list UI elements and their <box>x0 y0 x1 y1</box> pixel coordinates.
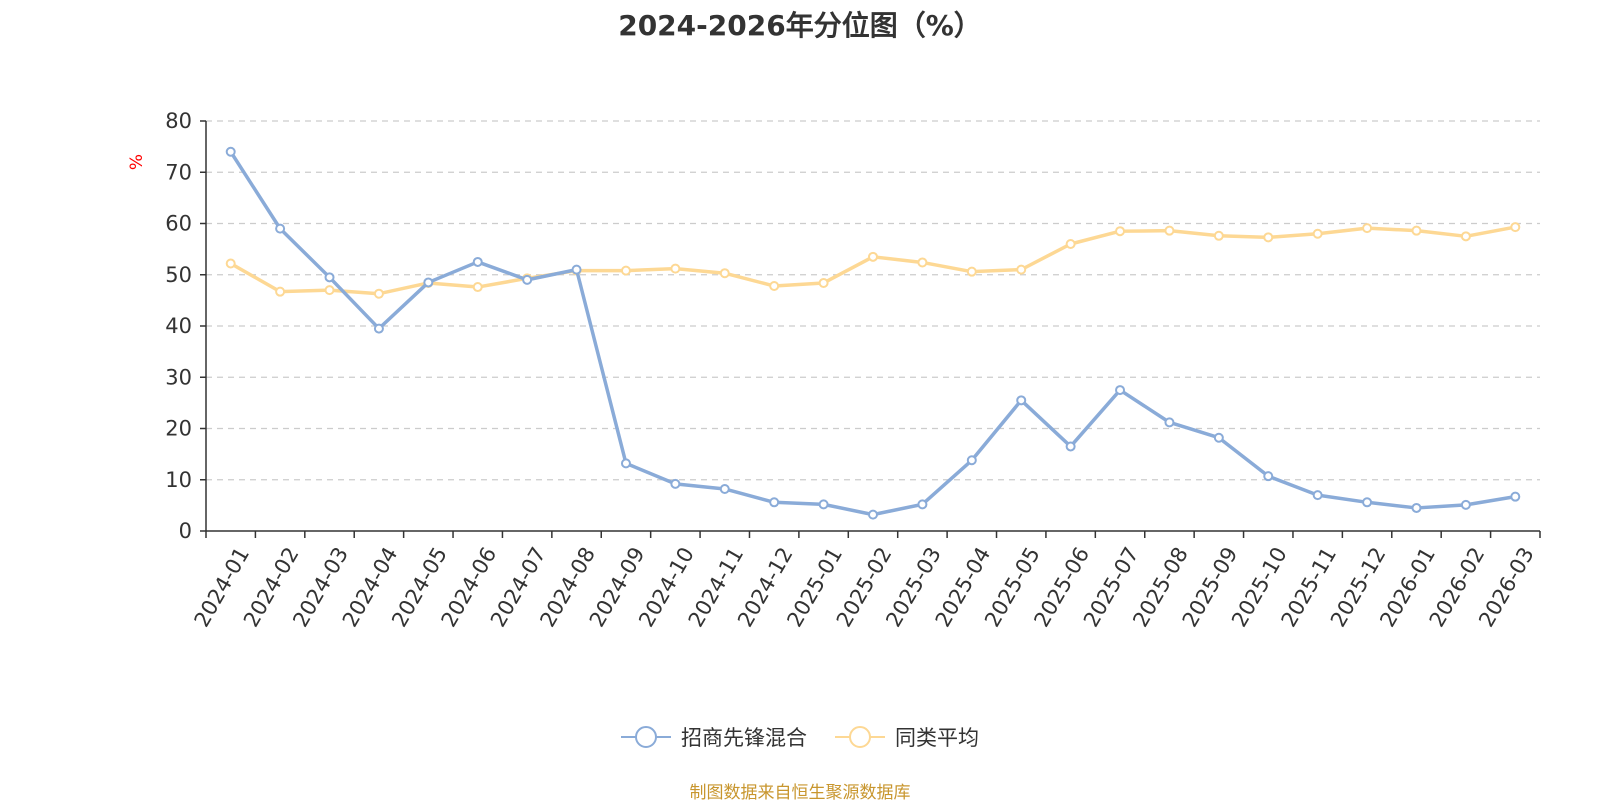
data-point-series-1[interactable] <box>324 272 335 283</box>
data-point-series-1[interactable] <box>620 458 631 469</box>
series-line-1 <box>229 150 1516 517</box>
data-point-series-2[interactable] <box>1460 231 1471 242</box>
source-note: 制图数据来自恒生聚源数据库 <box>689 783 911 803</box>
data-point-series-2[interactable] <box>719 268 730 279</box>
data-point-series-2[interactable] <box>769 281 780 292</box>
data-point-series-2[interactable] <box>1411 225 1422 236</box>
data-point-series-2[interactable] <box>1362 223 1373 234</box>
data-point-series-2[interactable] <box>373 288 384 299</box>
data-point-series-2[interactable] <box>275 286 286 297</box>
data-point-series-1[interactable] <box>1065 441 1076 452</box>
data-point-series-1[interactable] <box>1510 491 1521 502</box>
data-point-series-1[interactable] <box>225 146 236 157</box>
data-point-series-2[interactable] <box>1115 226 1126 237</box>
data-point-series-1[interactable] <box>818 499 829 510</box>
data-point-series-1[interactable] <box>522 274 533 285</box>
legend-label-series-2: 同类平均 <box>895 726 979 750</box>
data-point-series-1[interactable] <box>1460 499 1471 510</box>
data-point-series-1[interactable] <box>1263 471 1274 482</box>
data-point-series-2[interactable] <box>1016 264 1027 275</box>
data-point-series-1[interactable] <box>472 256 483 267</box>
legend-marker-series-1 <box>621 726 671 748</box>
data-point-series-1[interactable] <box>1312 490 1323 501</box>
y-tick-label: 20 <box>165 417 192 441</box>
y-tick-label: 10 <box>165 468 192 492</box>
data-point-series-2[interactable] <box>1213 230 1224 241</box>
data-point-series-2[interactable] <box>1510 222 1521 233</box>
data-point-series-2[interactable] <box>917 257 928 268</box>
data-point-series-2[interactable] <box>818 277 829 288</box>
data-point-series-2[interactable] <box>1263 232 1274 243</box>
y-tick-label: 40 <box>165 314 192 338</box>
data-point-series-1[interactable] <box>423 277 434 288</box>
data-point-series-1[interactable] <box>1115 385 1126 396</box>
series-2 <box>225 222 1521 299</box>
data-point-series-1[interactable] <box>373 323 384 334</box>
data-point-series-2[interactable] <box>868 251 878 262</box>
data-point-series-2[interactable] <box>225 258 236 269</box>
data-point-series-1[interactable] <box>966 455 977 466</box>
data-point-series-1[interactable] <box>917 499 928 510</box>
y-tick-label: 80 <box>165 109 192 133</box>
legend: 招商先锋混合 同类平均 <box>0 722 1600 752</box>
data-point-series-1[interactable] <box>571 264 582 275</box>
y-tick-label: 50 <box>165 263 192 287</box>
data-point-series-1[interactable] <box>1411 502 1422 513</box>
legend-label-series-1: 招商先锋混合 <box>681 726 807 750</box>
data-point-series-2[interactable] <box>670 263 681 274</box>
y-axis-unit-label: % <box>127 154 147 170</box>
y-tick-label: 60 <box>165 212 192 236</box>
y-tick-label: 0 <box>179 519 192 543</box>
data-point-series-2[interactable] <box>1065 239 1076 249</box>
data-point-series-2[interactable] <box>1312 228 1323 239</box>
series-lines <box>225 146 1521 520</box>
data-point-series-2[interactable] <box>324 285 335 296</box>
data-point-series-2[interactable] <box>620 265 631 276</box>
data-point-series-1[interactable] <box>719 483 730 494</box>
data-point-series-1[interactable] <box>670 478 681 489</box>
y-tick-label: 70 <box>165 160 192 184</box>
data-point-series-1[interactable] <box>868 509 878 520</box>
data-point-series-1[interactable] <box>1213 432 1224 443</box>
axes: 010203040506070802024-012024-022024-0320… <box>165 109 1541 631</box>
data-point-series-1[interactable] <box>769 497 780 508</box>
series-1 <box>225 146 1521 520</box>
data-point-series-2[interactable] <box>966 266 977 277</box>
data-point-series-1[interactable] <box>275 223 286 234</box>
legend-item-series-1[interactable]: 招商先锋混合 <box>621 722 807 752</box>
data-point-series-1[interactable] <box>1164 417 1175 428</box>
data-point-series-1[interactable] <box>1362 497 1373 508</box>
y-tick-label: 30 <box>165 365 192 389</box>
data-point-series-1[interactable] <box>1016 395 1027 406</box>
chart-title: 2024-2026年分位图（%） <box>618 9 982 42</box>
legend-marker-series-2 <box>835 726 885 748</box>
legend-item-series-2[interactable]: 同类平均 <box>835 722 979 752</box>
grid-lines <box>206 120 1540 481</box>
data-point-series-2[interactable] <box>472 282 483 293</box>
data-point-series-2[interactable] <box>1164 225 1175 236</box>
